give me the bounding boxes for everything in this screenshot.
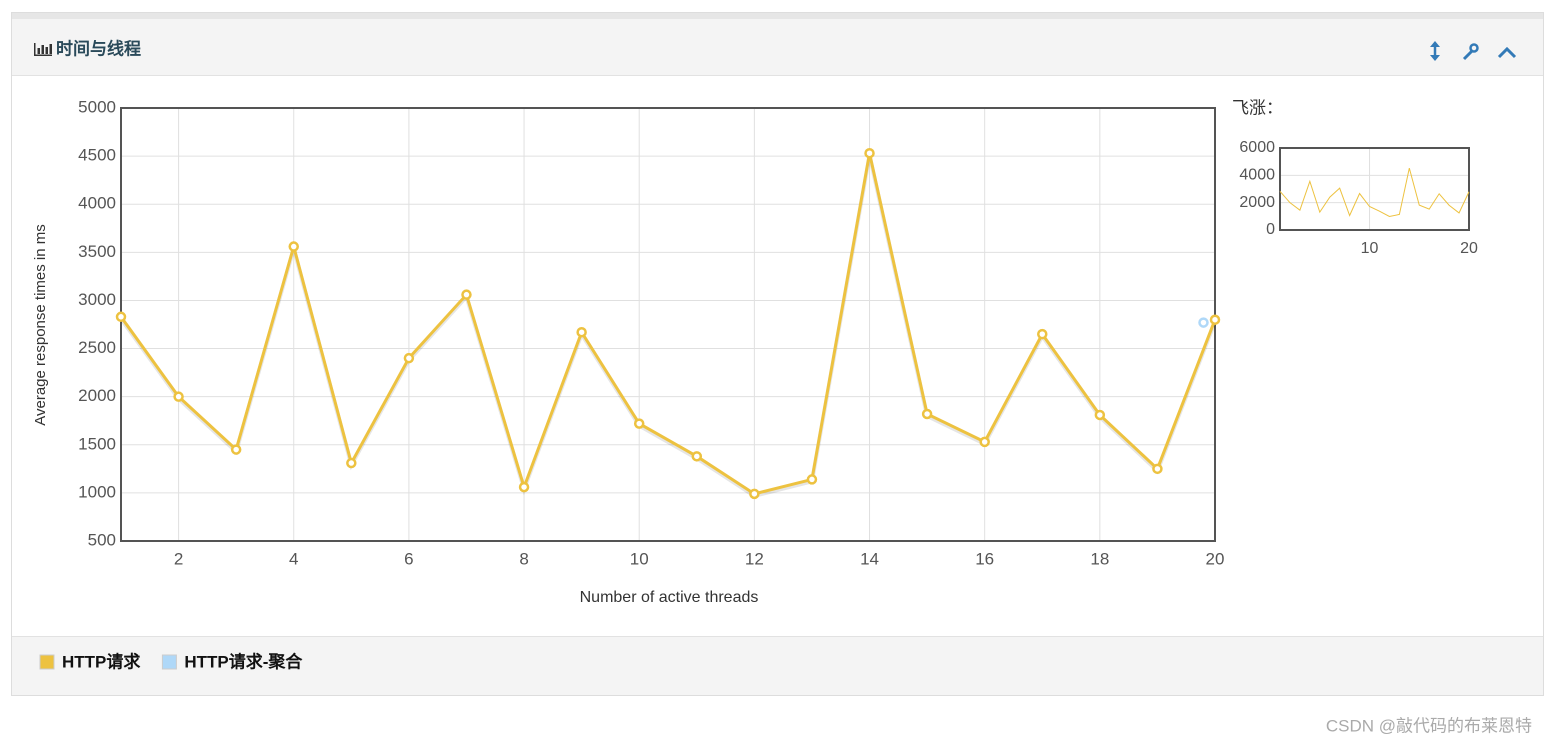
overview-label: 飞涨： <box>1232 98 1283 117</box>
collapse-icon[interactable] <box>1497 46 1517 59</box>
data-point <box>1152 463 1163 475</box>
data-point <box>806 474 818 485</box>
legend-bar <box>12 636 1543 695</box>
x-tick-label: 8 <box>519 549 528 568</box>
data-point <box>979 436 990 448</box>
data-point <box>230 444 242 455</box>
y-tick-label: 1500 <box>78 434 116 453</box>
data-point <box>691 451 703 462</box>
overview-y-tick-label: 4000 <box>1239 167 1275 184</box>
x-tick-label: 2 <box>174 549 183 568</box>
data-point <box>461 289 472 300</box>
panel <box>11 12 1544 696</box>
legend-label: HTTP请求 <box>62 651 140 671</box>
overview-frame <box>1279 147 1470 231</box>
y-axis-label: Average response times in ms <box>32 224 49 425</box>
x-tick-label: 10 <box>630 549 649 568</box>
data-point <box>864 147 875 159</box>
legend-swatch <box>161 654 177 670</box>
overview-x-tick-label: 20 <box>1460 240 1478 257</box>
legend-label: HTTP请求-聚合 <box>184 651 303 671</box>
x-tick-label: 14 <box>860 549 879 568</box>
data-point <box>115 311 127 323</box>
legend-swatch <box>39 654 55 670</box>
panel-title: 时间与线程 <box>56 38 141 58</box>
y-tick-label: 3500 <box>78 242 116 261</box>
data-point <box>633 418 645 429</box>
y-tick-label: 2000 <box>78 386 116 405</box>
data-point <box>921 408 933 420</box>
data-point <box>403 352 415 364</box>
chart-icon <box>34 43 52 56</box>
data-point <box>288 241 299 252</box>
data-point <box>1209 314 1221 325</box>
y-tick-label: 4000 <box>78 194 116 213</box>
y-tick-label: 2500 <box>78 338 116 357</box>
panel-top-strip <box>12 13 1543 19</box>
data-point <box>576 326 587 338</box>
data-point <box>749 488 760 500</box>
x-tick-label: 20 <box>1206 549 1225 568</box>
x-tick-label: 16 <box>975 549 994 568</box>
x-tick-label: 18 <box>1090 549 1109 568</box>
x-tick-label: 12 <box>745 549 764 568</box>
data-point <box>1037 328 1048 340</box>
y-tick-label: 5000 <box>78 97 116 116</box>
y-tick-label: 500 <box>88 530 116 549</box>
y-tick-label: 4500 <box>78 146 116 165</box>
overview-y-tick-label: 2000 <box>1239 194 1275 211</box>
data-point <box>1198 317 1209 328</box>
y-tick-label: 1000 <box>78 482 116 501</box>
data-point <box>173 391 184 402</box>
overview-y-tick-label: 6000 <box>1239 139 1275 156</box>
data-point <box>1094 409 1106 421</box>
panel-header <box>12 19 1543 75</box>
settings-icon[interactable] <box>1462 43 1479 61</box>
resize-icon[interactable] <box>1430 41 1440 61</box>
data-point <box>346 457 357 469</box>
series-line <box>119 152 1217 496</box>
overview-y-tick-label: 0 <box>1266 221 1275 238</box>
x-tick-label: 4 <box>289 549 298 568</box>
overview-x-tick-label: 10 <box>1361 240 1379 257</box>
series-line <box>1279 167 1470 217</box>
x-tick-label: 6 <box>404 549 413 568</box>
y-tick-label: 3000 <box>78 290 116 309</box>
data-point <box>518 481 530 493</box>
x-axis-label: Number of active threads <box>580 589 759 606</box>
watermark: CSDN @敲代码的布莱恩特 <box>1326 716 1532 735</box>
